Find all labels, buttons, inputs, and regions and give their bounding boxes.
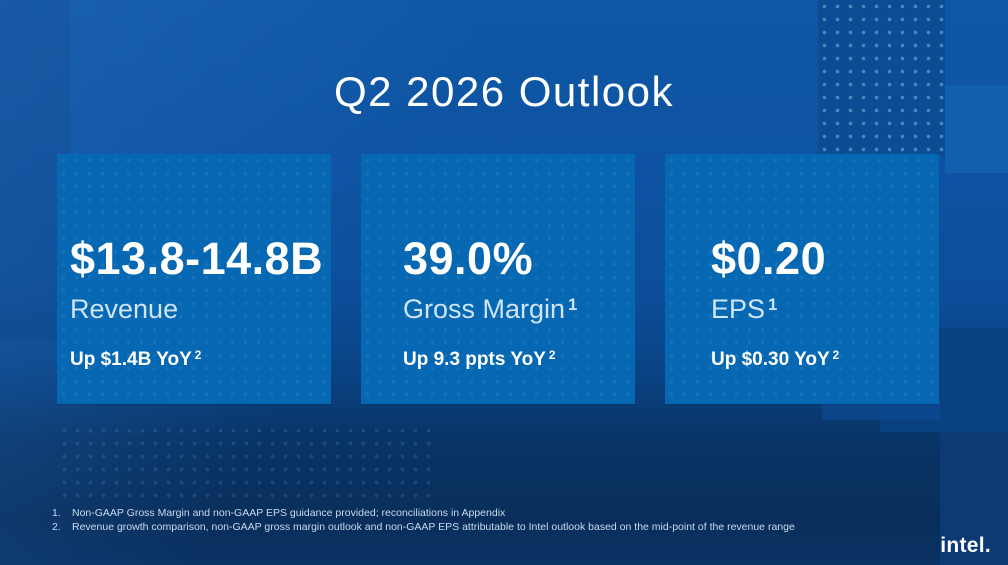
eps-delta-superscript: 2 xyxy=(832,348,840,362)
gross-margin-label: Gross Margin 1 xyxy=(403,294,627,325)
gross-margin-delta-text: Up 9.3 ppts YoY xyxy=(403,348,546,370)
revenue-label: Revenue xyxy=(70,294,323,325)
revenue-delta-text: Up $1.4B YoY xyxy=(70,348,192,370)
footnote-1-number: 1. xyxy=(52,507,61,519)
background-shape-bottom-band xyxy=(822,400,940,420)
footnotes: 1. Non-GAAP Gross Margin and non-GAAP EP… xyxy=(52,507,795,534)
footnote-2-text: Revenue growth comparison, non-GAAP gros… xyxy=(72,520,795,533)
intel-logo: intel. xyxy=(940,534,991,557)
page-title: Q2 2026 Outlook xyxy=(333,68,675,115)
metric-cards: $13.8-14.8B Revenue Up $1.4B YoY 2 39.0% … xyxy=(57,154,939,404)
eps-label-text: EPS xyxy=(711,294,766,324)
footnote-1: 1. Non-GAAP Gross Margin and non-GAAP EP… xyxy=(52,507,795,521)
eps-delta: Up $0.30 YoY 2 xyxy=(711,349,931,371)
metric-card-gross-margin: 39.0% Gross Margin 1 Up 9.3 ppts YoY 2 xyxy=(361,154,635,404)
gross-margin-delta: Up 9.3 ppts YoY 2 xyxy=(403,349,627,371)
footnote-1-text: Non-GAAP Gross Margin and non-GAAP EPS g… xyxy=(72,507,506,519)
metric-card-revenue: $13.8-14.8B Revenue Up $1.4B YoY 2 xyxy=(57,154,331,404)
eps-value: $0.20 xyxy=(711,233,827,284)
background-dot-grid-bottom-left xyxy=(58,424,438,504)
eps-delta-text: Up $0.30 YoY xyxy=(711,348,830,370)
background-dot-grid-top-right xyxy=(818,0,945,157)
eps-label-superscript: 1 xyxy=(768,294,778,314)
footnote-2: 2. Revenue growth comparison, non-GAAP g… xyxy=(52,521,795,535)
revenue-delta-superscript: 2 xyxy=(194,348,202,362)
revenue-value: $13.8-14.8B xyxy=(70,233,324,284)
background-shape-bottom-right-2 xyxy=(940,432,1008,565)
background-shape-right xyxy=(945,85,1008,173)
eps-label: EPS 1 xyxy=(711,294,931,325)
gross-margin-value: 39.0% xyxy=(403,233,534,284)
gross-margin-label-text: Gross Margin xyxy=(403,294,566,324)
gross-margin-delta-superscript: 2 xyxy=(548,348,556,362)
revenue-delta: Up $1.4B YoY 2 xyxy=(70,349,323,371)
metric-card-eps: $0.20 EPS 1 Up $0.30 YoY 2 xyxy=(665,154,939,404)
footnote-2-number: 2. xyxy=(52,520,61,533)
gross-margin-label-superscript: 1 xyxy=(568,294,578,314)
revenue-label-text: Revenue xyxy=(70,294,179,324)
